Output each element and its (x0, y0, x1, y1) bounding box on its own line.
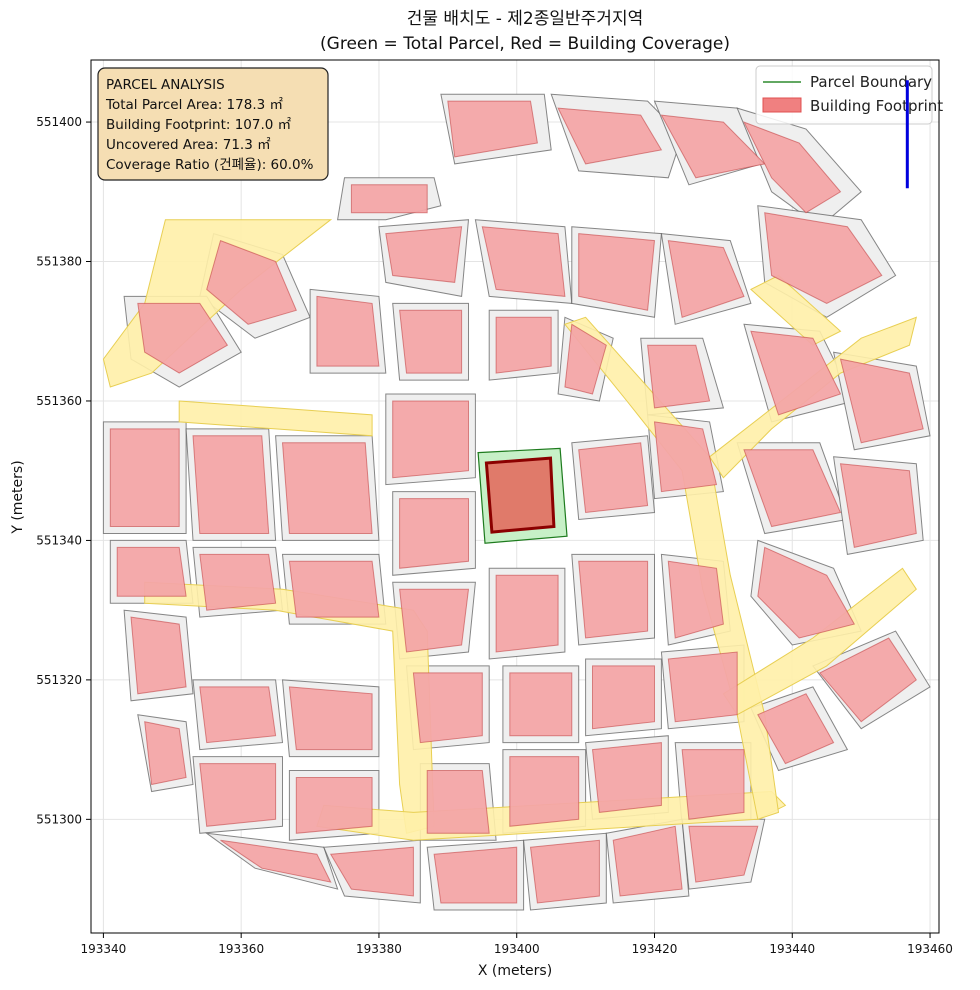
building-footprint (295, 777, 373, 834)
x-tick-label: 193400 (494, 942, 540, 956)
building-footprint (288, 686, 373, 751)
building-footprint (399, 588, 470, 653)
legend-building-swatch (762, 97, 802, 113)
building-footprint (509, 672, 573, 737)
x-tick-label: 193340 (80, 942, 126, 956)
plot-frame (90, 59, 940, 934)
building-footprint (199, 763, 277, 827)
buildings (109, 100, 924, 904)
building-footprint (667, 240, 745, 318)
y-axis-label: Y (meters) (10, 460, 26, 534)
y-tick-label: 551400 (36, 115, 82, 129)
analysis-box-background (97, 67, 329, 181)
building-footprint (281, 442, 373, 534)
road-polygon (750, 274, 842, 346)
building-footprint (144, 721, 187, 786)
building-footprint (481, 226, 566, 297)
x-tick-label: 193440 (769, 942, 815, 956)
analysis-building-footprint: Building Footprint: 107.0 ㎡ (106, 117, 292, 133)
y-tick-label: 551380 (36, 255, 82, 269)
building-footprint (199, 553, 277, 611)
x-axis-ticks: 193340 193360 193380 193400 193420 193440 1934… (80, 933, 953, 956)
building-footprint (412, 672, 483, 744)
building-footprint (447, 100, 538, 158)
building-footprint (495, 574, 559, 653)
building-footprint (764, 212, 883, 304)
road-polygon (178, 400, 373, 437)
x-tick-label: 193420 (632, 942, 678, 956)
legend: Parcel Boundary Building Footprint (755, 65, 943, 125)
building-footprint (564, 323, 607, 395)
y-tick-label: 551360 (36, 394, 82, 408)
chart-title-line1: 건물 배치도 - 제2종일반주거지역 (407, 9, 643, 29)
building-footprint (612, 825, 683, 897)
building-footprint (647, 344, 711, 409)
building-footprint (220, 839, 332, 883)
analysis-uncovered-area: Uncovered Area: 71.3 ㎡ (106, 137, 271, 153)
building-footprint (509, 756, 580, 827)
building-footprint (557, 107, 663, 165)
building-footprint (743, 449, 842, 528)
y-axis-ticks: 551300 551320 551340 551360 551380 551400 (36, 115, 91, 826)
analysis-heading: PARCEL ANALYSIS (106, 77, 225, 93)
building-footprint (130, 616, 187, 695)
target-parcel-group (477, 447, 568, 544)
building-footprint (839, 463, 917, 549)
analysis-coverage-ratio: Coverage Ratio (건폐율): 60.0% (106, 157, 314, 173)
building-footprint (350, 184, 428, 214)
x-tick-label: 193380 (356, 942, 402, 956)
building-footprint (667, 560, 724, 639)
building-footprint (433, 846, 518, 904)
building-footprint (206, 239, 297, 325)
building-footprint (399, 309, 463, 374)
y-tick-label: 551300 (36, 812, 82, 826)
building-footprint (819, 637, 917, 723)
building-footprint (681, 749, 745, 820)
building-footprint (116, 546, 187, 597)
building-footprint (578, 442, 649, 514)
building-footprint (288, 560, 380, 618)
building-footprint (578, 560, 649, 639)
building-footprint (199, 686, 277, 744)
building-footprint (426, 770, 490, 834)
building-footprint (392, 400, 469, 479)
y-tick-label: 551320 (36, 673, 82, 687)
x-tick-label: 193460 (907, 942, 953, 956)
legend-parcel-label: Parcel Boundary (810, 73, 932, 91)
building-footprint (653, 421, 718, 493)
building-footprint (495, 316, 552, 374)
legend-building-label: Building Footprint (810, 97, 943, 115)
building-footprint (592, 665, 655, 730)
x-axis-label: X (meters) (478, 963, 552, 979)
building-footprint (839, 358, 924, 444)
building-footprint (750, 330, 842, 416)
building-footprint (757, 546, 856, 639)
building-footprint (109, 428, 180, 527)
chart-title-line2: (Green = Total Parcel, Red = Building Co… (320, 34, 730, 54)
building-footprint (688, 825, 759, 883)
analysis-box: PARCEL ANALYSIS Total Parcel Area: 178.3… (97, 67, 329, 181)
building-footprint (399, 498, 469, 569)
analysis-total-area: Total Parcel Area: 178.3 ㎡ (105, 97, 283, 113)
target-building (484, 456, 556, 534)
building-footprint (742, 121, 842, 214)
building-footprint (137, 302, 229, 374)
building-footprint (667, 651, 738, 723)
x-tick-label: 193360 (218, 942, 264, 956)
building-footprint (591, 742, 662, 813)
building-footprint (578, 233, 656, 311)
building-footprint (192, 435, 270, 534)
building-footprint (757, 693, 835, 765)
building-footprint (329, 846, 414, 897)
building-footprint (316, 295, 380, 367)
building-footprint (529, 839, 600, 904)
y-tick-label: 551340 (36, 533, 82, 547)
map-area (102, 93, 931, 911)
building-footprint (385, 226, 463, 283)
